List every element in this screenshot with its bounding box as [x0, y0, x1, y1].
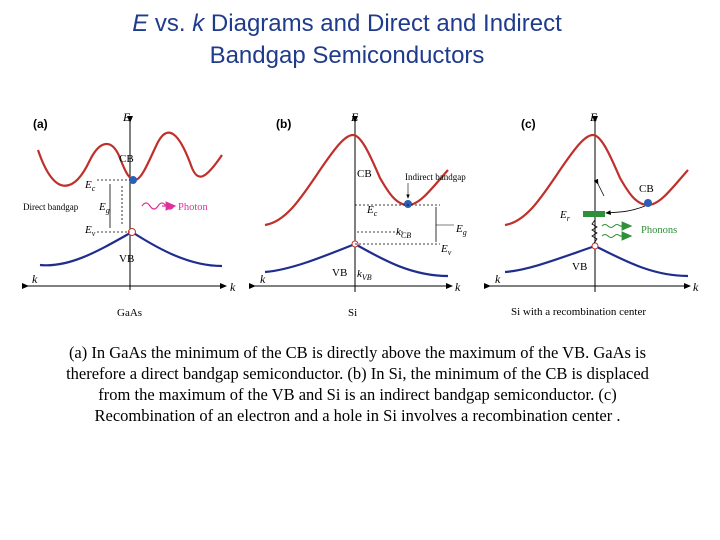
caption-line-2: therefore a direct bandgap semiconductor… — [66, 364, 649, 383]
panel-b-axis-k-right: k — [455, 280, 461, 294]
title-line-1: E vs. k Diagrams and Direct and Indirect — [0, 8, 694, 40]
panel-c-er-label: Er — [559, 209, 571, 223]
panel-a-direct-bandgap: Direct bandgap — [23, 202, 79, 212]
panel-c-phonons-label: Phonons — [641, 225, 677, 236]
panel-b: (b) E k k CB VB Ec Ev Eg Indirect bandga… — [249, 110, 467, 319]
panel-a-ec-label: Ec — [84, 179, 96, 193]
panel-c-transition-zigzag — [591, 219, 598, 244]
panel-a: (a) E k k CB VB Ec Ev Eg Direct bandgap … — [22, 110, 236, 319]
panel-a-vb-label: VB — [119, 253, 134, 265]
title-e: E — [132, 10, 149, 37]
panel-c-capture-arrow — [605, 205, 646, 216]
caption-line-3: from the maximum of the VB and Si is an … — [98, 385, 617, 404]
panel-b-axis-e: E — [350, 110, 359, 124]
panel-a-material: GaAs — [117, 307, 142, 319]
panel-c-vb-label: VB — [572, 261, 587, 273]
panel-c-hole — [591, 242, 599, 250]
panel-b-kcb-label: kCB — [396, 226, 411, 240]
panel-a-tag: (a) — [33, 117, 48, 131]
panel-b-cb-label: CB — [357, 168, 372, 180]
caption-line-4: Recombination of an electron and a hole … — [94, 406, 621, 425]
panel-b-eg-label: Eg — [455, 223, 467, 237]
panel-a-axis-e: E — [122, 110, 131, 124]
title-line-2: Bandgap Semiconductors — [209, 42, 485, 69]
panel-a-cb-label: CB — [119, 153, 134, 165]
panel-c-tag: (c) — [521, 117, 536, 131]
panel-c-axis-k-left: k — [495, 272, 501, 286]
panel-b-kvb-label: kVB — [357, 268, 372, 282]
page-title: E vs. k Diagrams and Direct and Indirect… — [0, 8, 694, 72]
panel-a-hole — [128, 228, 136, 236]
panel-b-vb-label: VB — [332, 267, 347, 279]
panel-b-tag: (b) — [276, 117, 291, 131]
title-vs: vs. — [148, 10, 193, 37]
panel-b-indirect-bandgap: Indirect bandgap — [405, 172, 466, 182]
panel-a-electron — [129, 176, 137, 184]
panel-b-electron — [404, 200, 412, 208]
panel-a-eg-label: Eg — [98, 201, 110, 215]
panel-b-material: Si — [348, 307, 357, 319]
caption-line-1: (a) In GaAs the minimum of the CB is dir… — [68, 343, 647, 362]
panel-a-axis-k-left: k — [32, 272, 38, 286]
panel-c-vb-curve — [504, 244, 689, 278]
panel-a-ev-label: Ev — [84, 224, 96, 238]
panel-c-recombination-center — [583, 211, 605, 217]
panel-c: (c) E k k CB VB Er Phonons Si with a rec… — [484, 110, 699, 318]
panel-c-phonon-wave-2 — [601, 234, 621, 238]
panel-b-axis-k-left: k — [260, 272, 266, 286]
panel-c-material: Si with a recombination center — [511, 306, 646, 318]
panel-c-axis-k-right: k — [693, 280, 699, 294]
panel-c-axis-e: E — [589, 110, 598, 124]
panel-a-axis-k-right: k — [230, 280, 236, 294]
panel-b-ev-label: Ev — [440, 243, 452, 257]
panel-c-phonon-wave-1 — [601, 224, 621, 228]
figure-caption: (a) In GaAs the minimum of the CB is dir… — [20, 342, 695, 426]
title-k: k — [192, 10, 205, 37]
panel-a-photon-label: Photon — [178, 202, 209, 213]
panel-b-ec-label: Ec — [366, 204, 378, 218]
panel-c-electron — [644, 199, 652, 207]
panel-c-cb-label: CB — [639, 183, 654, 195]
title-rest: Diagrams and Direct and Indirect — [204, 10, 562, 37]
panel-c-pointer-arrow — [593, 178, 605, 197]
